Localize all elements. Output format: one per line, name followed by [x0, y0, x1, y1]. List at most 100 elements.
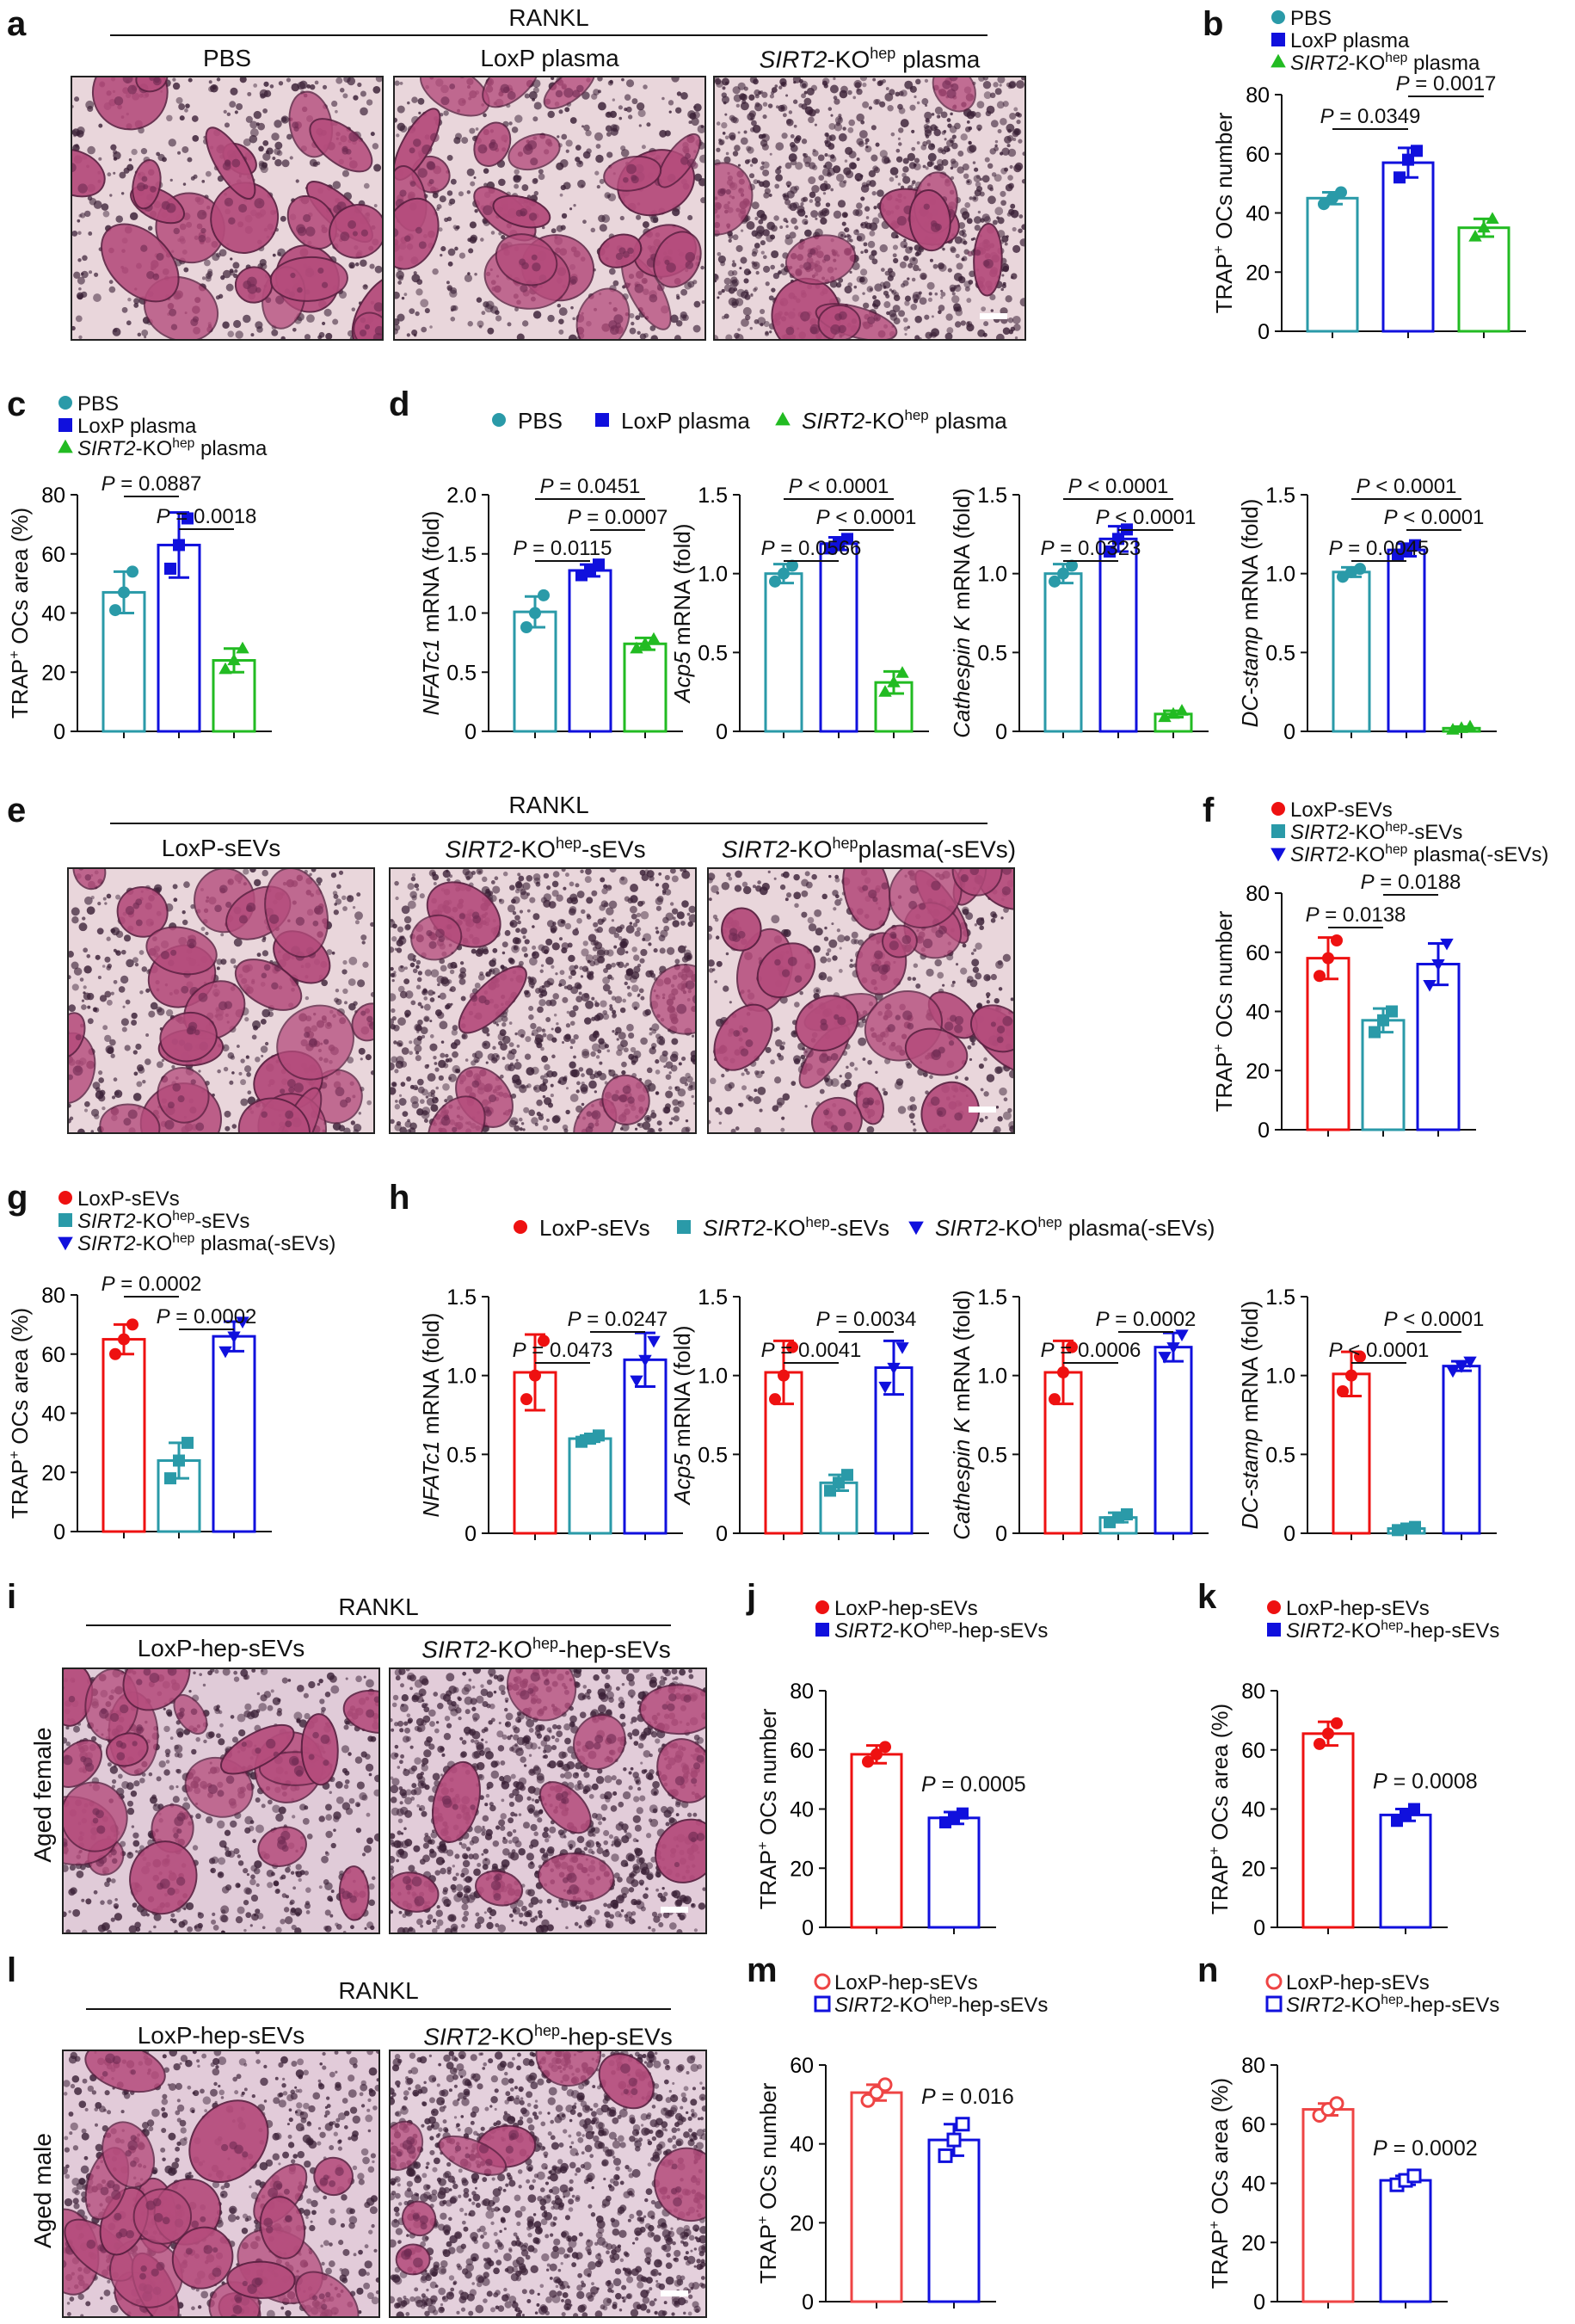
bar	[212, 1335, 256, 1533]
y-tick-label: 0	[995, 720, 1007, 744]
panel-label-m: m	[747, 1951, 778, 1989]
y-axis-label: TRAP+​ OCs number	[754, 1708, 781, 1909]
legend-marker	[58, 1236, 73, 1251]
data-point	[1066, 1341, 1078, 1353]
y-tick-label: 60	[41, 543, 65, 567]
y-tick-label: 40	[790, 2133, 814, 2157]
legend-label: LoxP plasma	[77, 415, 197, 438]
data-point	[1354, 563, 1366, 576]
p-value: P = 0.0045	[1329, 537, 1430, 560]
data-point	[181, 512, 194, 525]
scale-bar	[969, 1107, 996, 1113]
panel-label-n: n	[1197, 1951, 1219, 1989]
legend-marker	[815, 1623, 829, 1637]
y-tick-label: 0.5	[446, 1443, 477, 1467]
data-point	[1408, 1803, 1420, 1815]
y-tick-label: 40	[1241, 2173, 1265, 2197]
bar	[102, 1338, 146, 1533]
legend-marker	[514, 1220, 527, 1234]
data-point	[869, 2085, 884, 2100]
data-point	[878, 685, 892, 697]
p-value: P = 0.0349	[1320, 105, 1421, 128]
bar	[568, 569, 612, 733]
data-point	[181, 1436, 194, 1449]
data-point	[173, 539, 185, 552]
p-value: P = 0.0008	[1373, 1770, 1478, 1794]
img-header-i2: SIRT2-KOhep-hep-sEVs	[421, 1635, 671, 1663]
y-tick-label: 20	[790, 1857, 814, 1881]
y-tick-label: 2.0	[446, 484, 477, 508]
side-label-aged-male: Aged male	[29, 2133, 56, 2248]
data-point	[1345, 1369, 1357, 1382]
data-point	[1409, 539, 1421, 552]
y-tick-label: 40	[41, 602, 65, 626]
data-point	[1463, 719, 1477, 732]
y-tick-label: 80	[790, 1680, 814, 1704]
data-point	[877, 2077, 893, 2093]
data-point	[1468, 229, 1482, 242]
bar	[623, 1358, 668, 1535]
data-point	[1049, 1393, 1061, 1406]
data-point	[769, 1393, 781, 1406]
data-point	[1335, 186, 1347, 199]
bar	[819, 542, 858, 733]
data-point	[1455, 1361, 1468, 1373]
y-axis-label: Acp5 mRNA (fold)	[669, 1325, 695, 1506]
data-point	[1322, 1727, 1334, 1740]
y-tick-label: 80	[41, 1284, 65, 1308]
y-axis-label: TRAP+​ OCs area (%)	[1206, 1704, 1233, 1914]
data-point	[786, 559, 798, 572]
p-value: P = 0.0473	[513, 1339, 613, 1362]
data-point	[1049, 575, 1061, 588]
img-header-l2: SIRT2-KOhep-hep-sEVs	[423, 2022, 673, 2050]
img-header-a1: PBS	[202, 45, 252, 71]
data-point	[1329, 2096, 1344, 2111]
legend-d: PBS LoxP plasma SIRT2-KOhep​ plasma	[492, 407, 1007, 434]
legend-marker	[58, 396, 72, 410]
bar	[1043, 572, 1083, 733]
rankl-label-a: RANKL	[508, 4, 589, 31]
y-tick-label: 40	[41, 1402, 65, 1427]
bar	[1306, 957, 1350, 1131]
data-point	[630, 1375, 643, 1388]
y-tick-label: 80	[41, 484, 65, 508]
micrograph-i-loxp	[62, 1667, 380, 1934]
data-point	[1112, 533, 1124, 546]
bar	[1387, 548, 1426, 733]
data-point	[895, 1342, 909, 1354]
y-tick-label: 1.5	[698, 1285, 728, 1310]
chart-m: 0 20 40 60 TRAP+​ OCs number LoxP-hep-sEVsSIR…	[754, 1971, 1048, 2315]
data-point	[173, 1454, 185, 1467]
panel-label-a: a	[7, 5, 27, 43]
y-tick-label: 60	[41, 1343, 65, 1367]
y-tick-label: 1.5	[446, 543, 477, 567]
legend-label: SIRT2-KOhep​ plasma(-sEVs)	[77, 1231, 335, 1255]
data-point	[538, 1335, 550, 1347]
y-tick-label: 60	[790, 1739, 814, 1763]
y-tick-label: 0.5	[698, 641, 728, 665]
data-point	[109, 1347, 121, 1360]
y-tick-label: 1.0	[446, 602, 477, 626]
rankl-label-i: RANKL	[338, 1594, 419, 1620]
data-point	[1322, 952, 1334, 965]
bar	[513, 610, 557, 733]
y-tick-label: 1.0	[698, 1365, 728, 1389]
legend-label: PBS	[77, 392, 119, 416]
p-value: P = 0.0017	[1396, 72, 1497, 96]
y-axis-label: Acp5 mRNA (fold)	[669, 523, 695, 704]
data-point	[1066, 559, 1078, 572]
y-tick-label: 60	[1241, 1739, 1265, 1763]
bar	[1457, 226, 1510, 333]
bar	[1154, 1346, 1193, 1535]
y-tick-label: 1.0	[446, 1365, 477, 1389]
data-point	[109, 604, 121, 617]
chart-j: 0 20 40 60 80 TRAP+​ OCs number LoxP-hep-sEVsS…	[754, 1597, 1048, 1940]
rankl-rule-a	[110, 34, 987, 36]
data-point	[841, 533, 853, 546]
y-tick-label: 20	[790, 2211, 814, 2235]
data-point	[1331, 1717, 1343, 1729]
legend-marker	[58, 1213, 72, 1227]
chart-n: 0 20 40 60 80 TRAP+​ OCs area (%) LoxP-hep-sEV…	[1206, 1971, 1499, 2315]
data-point	[1326, 192, 1338, 205]
data-point	[593, 558, 605, 571]
